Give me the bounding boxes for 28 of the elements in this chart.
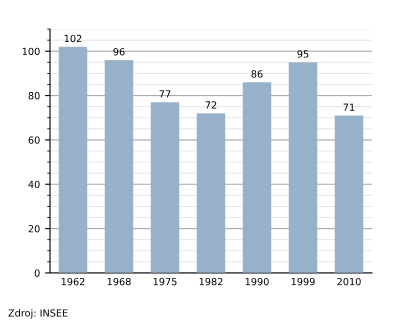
data-label: 102 [64,34,82,42]
y-tick-label: 20 [28,225,40,232]
bar [150,102,180,273]
x-tick-label: 1968 [108,278,131,286]
y-tick-label: 40 [28,180,40,188]
bar [104,60,134,273]
data-label: 95 [297,50,308,58]
x-tick-label: 1975 [154,278,177,286]
x-tick-label: 1962 [62,278,84,286]
y-tick-label: 0 [34,269,40,277]
x-tick-label: 2010 [337,278,361,286]
x-tick-label: 1999 [292,278,315,286]
bar [242,82,272,273]
data-label: 72 [206,101,216,109]
bar [58,46,88,273]
bar [334,116,364,273]
y-tick-label: 60 [28,136,40,144]
text: Zdroj: INSEE [8,309,68,319]
bar [196,113,226,273]
data-label: 86 [251,70,263,78]
data-label: 71 [344,104,354,111]
x-tick-label: 1982 [200,278,222,286]
bar [288,62,318,273]
data-label: 77 [160,90,170,98]
y-tick-label: 80 [28,92,40,100]
y-tick-label: 100 [22,48,40,56]
x-tick-label: 1990 [246,278,269,286]
data-label: 96 [113,48,125,56]
